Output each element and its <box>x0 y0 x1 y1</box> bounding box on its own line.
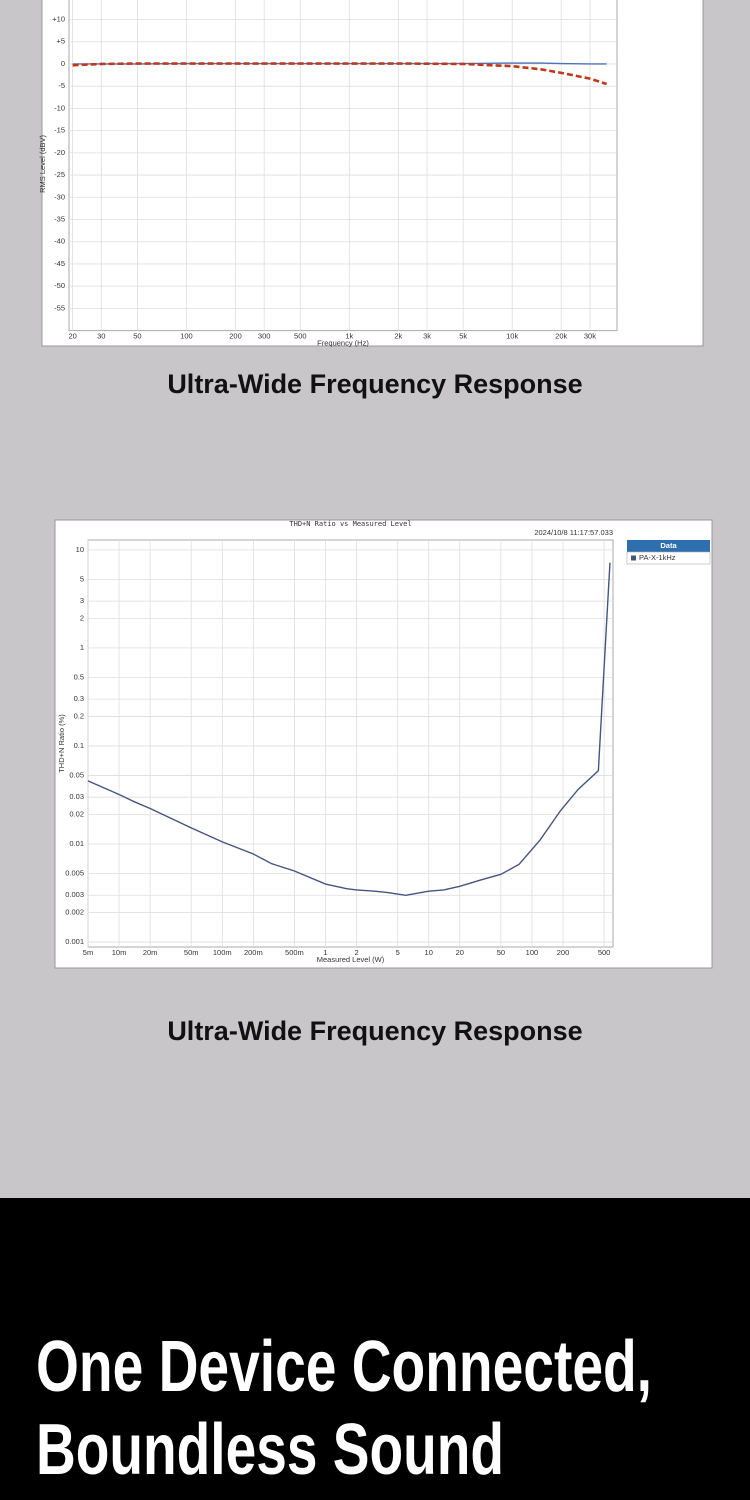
y-tick-label: -55 <box>54 303 65 312</box>
chart: 5m 10m 20m 50m 100m 200m 500m 1 2 5 10 20 50 100 200 50… <box>57 520 711 964</box>
y-tick-label: 0.003 <box>65 890 84 899</box>
y-tick-label: 0.005 <box>65 868 84 877</box>
x-tick-label: 30 <box>97 332 105 341</box>
y-tick-label: 3 <box>80 596 84 605</box>
x-tick-label: 20m <box>143 948 158 957</box>
plot-area <box>87 539 614 948</box>
chart: 20 30 50 100 200 300 500 1k 2k 3k 5k 10k 20k 30k +10 +5… <box>38 0 618 348</box>
timestamp: 2024/10/8 11:17:57.033 <box>534 528 613 537</box>
y-tick-label: 0.02 <box>69 809 84 818</box>
y-tick-label: +5 <box>56 37 65 46</box>
y-tick-label: 0.001 <box>65 937 84 946</box>
x-tick-label: 50 <box>497 948 505 957</box>
x-tick-label: 1 <box>323 948 327 957</box>
x-tick-label: 2k <box>394 332 402 341</box>
x-tick-label: 5 <box>396 948 400 957</box>
x-tick-label: 20 <box>456 948 464 957</box>
legend-swatch <box>631 555 636 561</box>
x-tick-label: 200m <box>244 948 263 957</box>
y-tick-label: 0 <box>61 59 65 68</box>
y-tick-label: 0.002 <box>65 908 84 917</box>
y-tick-label: -15 <box>54 126 65 135</box>
y-tick-label: 1 <box>80 643 84 652</box>
legend-entry <box>626 551 711 565</box>
x-tick-label: 20 <box>68 332 76 341</box>
y-tick-label: +10 <box>52 15 65 24</box>
y-tick-label: -45 <box>54 259 65 268</box>
caption: Ultra-Wide Frequency Response <box>167 1016 582 1046</box>
y-tick-label: -20 <box>54 148 65 157</box>
caption: Ultra-Wide Frequency Response <box>167 369 582 399</box>
x-tick-label: 10 <box>425 948 433 957</box>
x-tick-label: 200 <box>557 948 570 957</box>
data-line <box>72 62 608 86</box>
legend: Data PA-X-1kHz <box>626 540 711 565</box>
x-tick-label: 5m <box>83 948 93 957</box>
y-tick-label: 0.01 <box>69 839 84 848</box>
y-axis-label: THD+N Ratio (%) <box>57 714 66 773</box>
plot-area <box>68 0 618 332</box>
x-tick-label: 50 <box>133 332 141 341</box>
y-tick-label: 0.5 <box>74 672 84 681</box>
y-tick-label: 0.3 <box>74 694 84 703</box>
legend-label: PA-X-1kHz <box>639 553 676 562</box>
x-tick-label: 30k <box>584 332 596 341</box>
banner-line: One Device Connected, <box>36 1327 652 1407</box>
y-tick-label: 0.05 <box>69 770 84 779</box>
y-tick-label: 10 <box>76 545 84 554</box>
y-tick-label: -50 <box>54 281 65 290</box>
x-tick-label: 3k <box>423 332 431 341</box>
x-tick-label: 2 <box>354 948 358 957</box>
y-tick-label: -25 <box>54 170 65 179</box>
x-tick-label: 300 <box>258 332 271 341</box>
x-tick-label: 20k <box>555 332 567 341</box>
y-tick-label: -10 <box>54 103 65 112</box>
legend-header <box>627 540 710 552</box>
banner-background <box>0 1198 750 1500</box>
x-tick-label: 100 <box>526 948 539 957</box>
y-tick-label: 2 <box>80 613 84 622</box>
x-tick-label: 10k <box>506 332 518 341</box>
banner-line: Boundless Sound <box>36 1410 504 1490</box>
x-tick-label: 1k <box>345 332 353 341</box>
y-tick-label: 0.1 <box>74 741 84 750</box>
x-tick-label: 50m <box>184 948 199 957</box>
y-tick-label: 0.03 <box>69 792 84 801</box>
x-tick-label: 100m <box>213 948 232 957</box>
x-tick-label: 500m <box>285 948 304 957</box>
x-tick-label: 500 <box>598 948 611 957</box>
x-axis-label: Frequency (Hz) <box>317 339 369 348</box>
data-line <box>87 562 611 896</box>
x-tick-label: 5k <box>459 332 467 341</box>
x-axis-label: Measured Level (W) <box>317 955 385 964</box>
x-tick-label: 10m <box>112 948 127 957</box>
y-tick-label: -35 <box>54 214 65 223</box>
x-tick-label: 200 <box>229 332 242 341</box>
y-tick-label: -5 <box>58 81 65 90</box>
y-tick-label: 5 <box>80 574 84 583</box>
x-tick-label: 100 <box>180 332 193 341</box>
chart-title: THD+N Ratio vs Measured Level <box>289 520 411 528</box>
y-tick-label: 0.2 <box>74 711 84 720</box>
y-tick-label: -40 <box>54 237 65 246</box>
y-tick-label: -30 <box>54 192 65 201</box>
y-axis-label: RMS Level (dBV) <box>38 134 47 192</box>
x-tick-label: 500 <box>294 332 307 341</box>
legend-title: Data <box>660 541 677 550</box>
